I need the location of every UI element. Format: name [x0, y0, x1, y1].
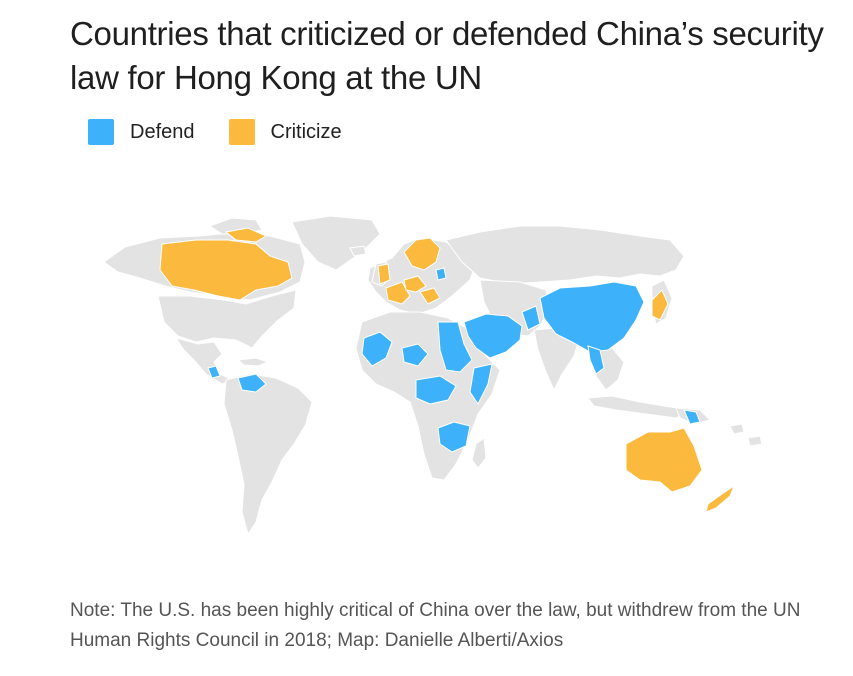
- country-pakistan: [521, 305, 541, 331]
- country-canada: [159, 239, 293, 301]
- world-map: [103, 215, 763, 536]
- land-south-america: [223, 373, 313, 536]
- country-belarus: [435, 267, 447, 281]
- country-western-europe-2: [403, 275, 427, 293]
- country-papua: [683, 409, 701, 425]
- country-venezuela-cuba: [237, 373, 267, 393]
- land-usa: [157, 289, 297, 349]
- legend: Defend Criticize: [88, 119, 376, 145]
- legend-item-defend: Defend: [88, 119, 195, 145]
- legend-swatch-criticize: [228, 119, 255, 145]
- country-western-europe-1: [385, 281, 411, 305]
- land-caribbean: [236, 357, 270, 367]
- country-middle-east: [463, 313, 523, 359]
- country-japan: [651, 289, 669, 321]
- land-mexico: [174, 337, 234, 385]
- country-canada-arctic: [224, 227, 268, 243]
- country-myanmar-laos: [587, 345, 605, 375]
- country-sahel-west: [361, 331, 393, 367]
- legend-item-criticize: Criticize: [228, 119, 342, 145]
- country-new-zealand: [705, 484, 736, 513]
- country-niger-nigeria: [401, 343, 429, 367]
- land-pacific-islands: [729, 423, 745, 435]
- country-southern-africa: [437, 421, 471, 453]
- legend-label-criticize: Criticize: [270, 120, 342, 143]
- land-russia: [445, 225, 685, 285]
- country-norway-sweden-finland: [403, 237, 441, 271]
- map-note: Note: The U.S. has been highly critical …: [70, 600, 801, 651]
- land-madagascar: [471, 437, 487, 469]
- country-central-africa: [415, 375, 457, 405]
- country-china: [539, 281, 645, 353]
- country-central-europe: [419, 287, 441, 305]
- country-uk: [377, 263, 391, 285]
- defend-countries: [207, 267, 701, 453]
- country-central-america: [207, 365, 221, 379]
- criticize-countries: [159, 227, 736, 513]
- land-indonesia: [587, 395, 692, 419]
- country-australia: [625, 427, 703, 493]
- land-iceland: [349, 245, 367, 257]
- legend-label-defend: Defend: [130, 120, 195, 143]
- legend-swatch-defend: [88, 119, 114, 145]
- country-somalia: [469, 363, 493, 405]
- chart-title: Countries that criticized or defended Ch…: [70, 15, 824, 96]
- country-sudan-horn: [437, 321, 473, 373]
- land-pacific-islands-2: [747, 435, 763, 447]
